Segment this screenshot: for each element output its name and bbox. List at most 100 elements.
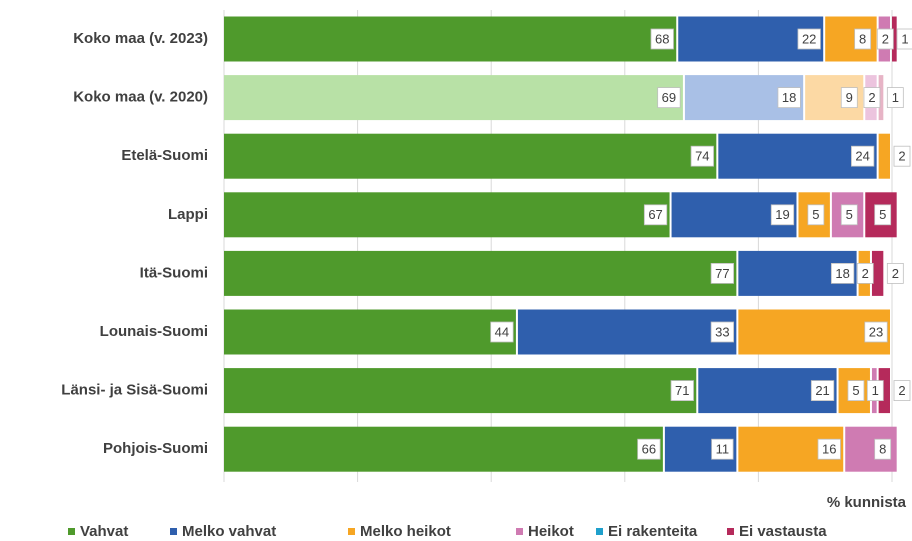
value-label-box: [874, 438, 892, 460]
value-label: 5: [852, 383, 859, 398]
value-label: 22: [802, 31, 816, 46]
value-label: 23: [869, 324, 883, 339]
category-label: Pohjois-Suomi: [103, 440, 208, 457]
category-label: Etelä-Suomi: [121, 147, 208, 164]
value-label-group: 77: [710, 262, 734, 284]
value-label: 16: [822, 442, 836, 457]
category-label: Itä-Suomi: [140, 264, 208, 281]
value-label-box: [886, 262, 904, 284]
value-label-group: 24: [851, 145, 875, 167]
value-label-box: [817, 438, 841, 460]
value-label-group: 22: [797, 28, 821, 50]
value-label-box: [711, 438, 734, 460]
value-label: 67: [648, 207, 662, 222]
value-label: 9: [846, 90, 853, 105]
value-label-group: 5: [847, 380, 865, 402]
value-label: 5: [812, 207, 819, 222]
value-label-group: 1: [886, 87, 904, 108]
value-label-box: [810, 380, 835, 402]
legend-label: Heikot: [528, 523, 574, 540]
value-label-group: 9: [840, 87, 858, 108]
bar-segment: [517, 309, 737, 355]
value-label: 2: [868, 90, 875, 105]
value-label-box: [864, 321, 888, 343]
value-label: 77: [715, 266, 729, 281]
legend-label: Vahvat: [80, 523, 128, 540]
value-label-box: [840, 87, 858, 108]
value-label: 5: [879, 207, 886, 222]
value-label-box: [807, 204, 825, 226]
value-label: 69: [662, 90, 676, 105]
value-label-box: [770, 204, 795, 226]
value-label-box: [643, 204, 668, 226]
value-label-group: 8: [854, 28, 872, 50]
value-label-box: [886, 87, 904, 108]
value-label-box: [876, 28, 894, 50]
value-label-group: 66: [637, 438, 661, 460]
value-label-box: [777, 87, 801, 108]
bar-segment: [892, 16, 897, 62]
legend-label: Melko heikot: [360, 523, 451, 540]
value-label-box: [863, 87, 881, 108]
value-label-box: [896, 28, 912, 50]
value-label-box: [710, 262, 734, 284]
value-label-box: [856, 262, 874, 284]
value-label: 44: [495, 324, 509, 339]
value-label-box: [650, 28, 674, 50]
value-label-box: [893, 145, 911, 167]
value-label: 71: [675, 383, 689, 398]
value-label: 33: [715, 324, 729, 339]
bar-segment: [878, 75, 884, 121]
bar-segment: [224, 133, 717, 179]
bar-segment: [224, 16, 677, 62]
value-label: 24: [855, 149, 869, 164]
value-label-box: [874, 204, 892, 226]
value-label: 8: [879, 442, 886, 457]
legend-swatch: [68, 528, 75, 535]
category-label: Koko maa (v. 2020): [73, 89, 208, 106]
value-label: 21: [815, 383, 829, 398]
value-label: 5: [846, 207, 853, 222]
value-label: 2: [898, 149, 905, 164]
bar-segment: [878, 133, 890, 179]
legend-swatch: [348, 528, 355, 535]
value-label-box: [830, 262, 855, 284]
value-label: 18: [835, 266, 849, 281]
value-label: 1: [872, 383, 879, 398]
value-label-group: 2: [876, 28, 894, 50]
value-label: 74: [695, 149, 709, 164]
bar-segment: [224, 368, 697, 414]
bar-segment: [224, 250, 737, 296]
value-label: 18: [782, 90, 796, 105]
value-label-box: [847, 380, 865, 402]
value-label-group: 1: [866, 380, 884, 402]
value-label-group: 8: [874, 438, 892, 460]
value-label: 2: [898, 383, 905, 398]
bar-segment: [718, 133, 877, 179]
value-label: 66: [642, 442, 656, 457]
value-label-group: 18: [830, 262, 855, 284]
value-label: 2: [892, 266, 899, 281]
value-label-group: 2: [893, 145, 911, 167]
value-label-box: [657, 87, 681, 108]
value-label: 1: [892, 90, 899, 105]
value-label-group: 71: [670, 380, 694, 402]
value-label-group: 67: [643, 204, 668, 226]
value-label-group: 68: [650, 28, 674, 50]
value-label: 19: [775, 207, 789, 222]
legend-swatch: [170, 528, 177, 535]
value-label-group: 18: [777, 87, 801, 108]
value-label: 8: [859, 31, 866, 46]
value-label-box: [797, 28, 821, 50]
category-label: Länsi- ja Sisä-Suomi: [61, 382, 208, 399]
value-label-box: [851, 145, 875, 167]
legend-label: Melko vahvat: [182, 523, 276, 540]
bar-segment: [224, 75, 683, 121]
value-label-group: 2: [893, 380, 911, 402]
value-label-group: 69: [657, 87, 681, 108]
value-label-box: [490, 321, 514, 343]
value-label-box: [840, 204, 858, 226]
value-label-group: 44: [490, 321, 514, 343]
value-label-group: 74: [690, 145, 714, 167]
